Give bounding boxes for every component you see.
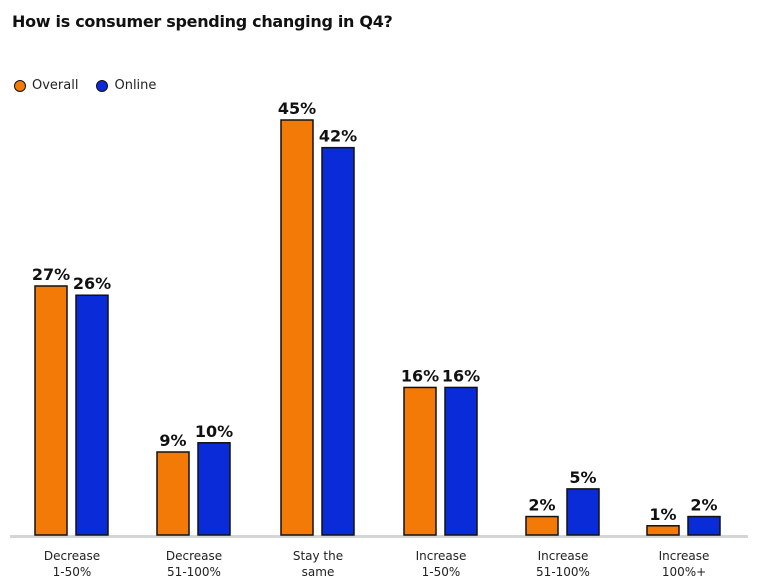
- legend: Overall Online: [14, 78, 174, 93]
- x-tick-label: 51-100%: [536, 565, 590, 579]
- legend-swatch-online: [96, 79, 109, 92]
- data-label: 16%: [442, 366, 480, 385]
- data-label: 27%: [32, 265, 70, 284]
- bar-overall: [156, 451, 190, 536]
- legend-item-online: Online: [96, 78, 156, 93]
- bar-online: [321, 146, 355, 536]
- legend-swatch-overall: [14, 79, 26, 92]
- x-tick-label: 51-100%: [167, 565, 221, 579]
- bar-overall: [525, 515, 559, 536]
- bar-overall: [280, 119, 314, 536]
- legend-label-overall: Overall: [32, 78, 79, 93]
- data-label: 2%: [690, 496, 717, 515]
- chart-title: How is consumer spending changing in Q4?: [12, 12, 393, 31]
- data-label: 45%: [278, 99, 316, 118]
- x-tick-label: Increase: [538, 549, 589, 563]
- x-tick-label: 1-50%: [422, 565, 461, 579]
- bar-overall: [34, 285, 68, 536]
- bar-overall: [646, 525, 680, 536]
- bar-online: [75, 294, 109, 536]
- bar-online: [197, 442, 231, 536]
- x-tick-label: Increase: [416, 549, 467, 563]
- x-tick-label: 100%+: [662, 565, 706, 579]
- bar-online: [687, 515, 721, 536]
- legend-label-online: Online: [114, 78, 157, 93]
- x-tick-label: same: [302, 565, 335, 579]
- data-label: 5%: [569, 468, 596, 487]
- x-tick-label: 1-50%: [53, 565, 92, 579]
- x-tick-label: Decrease: [166, 549, 222, 563]
- data-label: 10%: [195, 422, 233, 441]
- data-label: 1%: [649, 505, 676, 524]
- x-tick-label: Increase: [659, 549, 710, 563]
- bar-online: [566, 488, 600, 536]
- bar-online: [444, 386, 478, 536]
- data-label: 9%: [159, 431, 186, 450]
- data-label: 2%: [528, 496, 555, 515]
- data-label: 26%: [73, 274, 111, 293]
- x-tick-label: Decrease: [44, 549, 100, 563]
- data-label: 42%: [319, 127, 357, 146]
- data-label: 16%: [401, 366, 439, 385]
- legend-item-overall: Overall: [14, 78, 78, 93]
- x-tick-label: Stay the: [293, 549, 343, 563]
- bar-overall: [403, 386, 437, 536]
